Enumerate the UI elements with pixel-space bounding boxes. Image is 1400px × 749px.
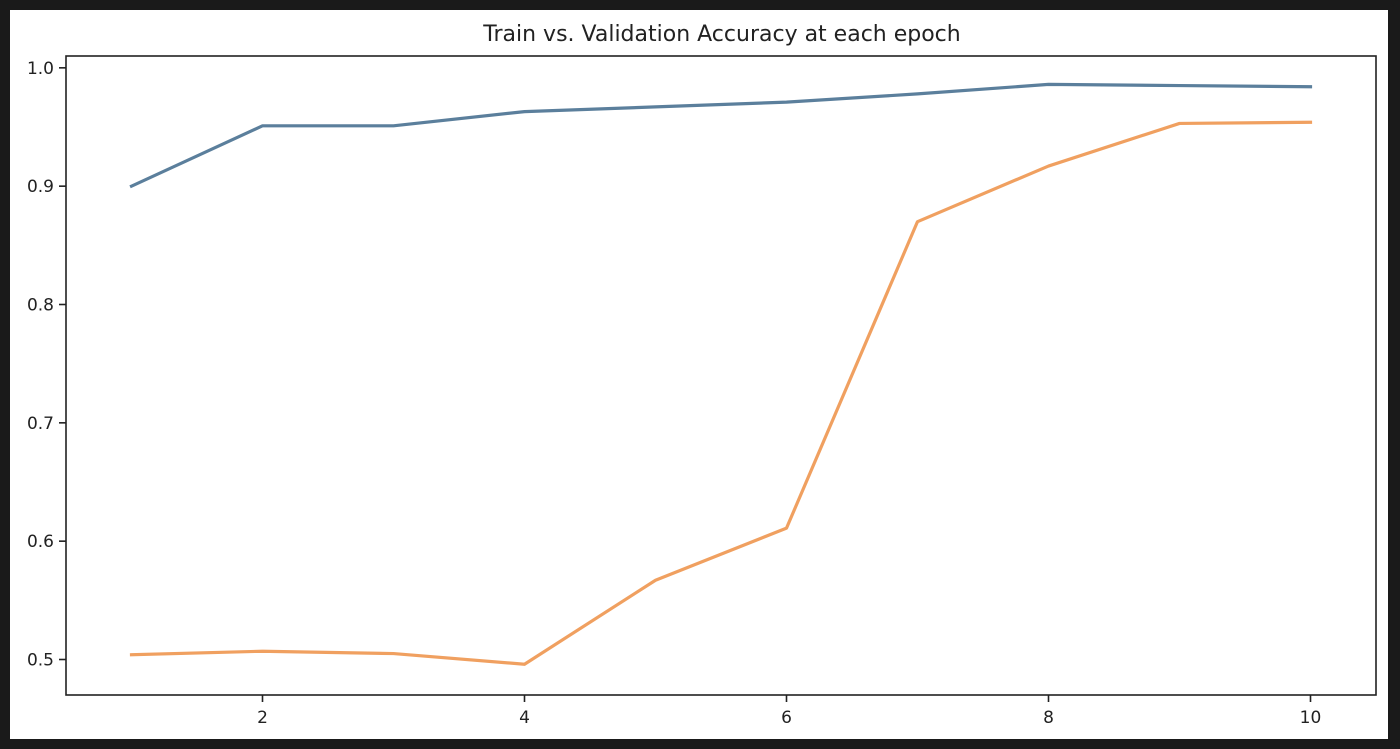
line-chart: Train vs. Validation Accuracy at each ep… (27, 22, 1377, 728)
x-tick-label: 2 (257, 708, 268, 728)
x-tick-label: 6 (781, 708, 792, 728)
x-tick-label: 4 (519, 708, 530, 728)
axes-layer: 0.5 0.6 0.7 0.8 0.9 1.0 2 4 6 8 10 (27, 55, 1377, 728)
series-line-1 (129, 82, 1313, 189)
series-layer (129, 82, 1313, 666)
series-line-2 (129, 120, 1313, 666)
y-tick-label: 0.6 (27, 532, 54, 552)
figure-canvas: Train vs. Validation Accuracy at each ep… (10, 10, 1388, 739)
y-tick-label: 1.0 (27, 59, 54, 79)
x-tick-label: 10 (1300, 708, 1322, 728)
y-tick-label: 0.8 (27, 296, 54, 316)
y-tick-label: 0.5 (27, 651, 54, 671)
plot-frame (65, 55, 1377, 696)
x-tick-label: 8 (1043, 708, 1054, 728)
chart-title: Train vs. Validation Accuracy at each ep… (482, 22, 960, 47)
y-tick-label: 0.9 (27, 177, 54, 197)
y-tick-label: 0.7 (27, 414, 54, 434)
